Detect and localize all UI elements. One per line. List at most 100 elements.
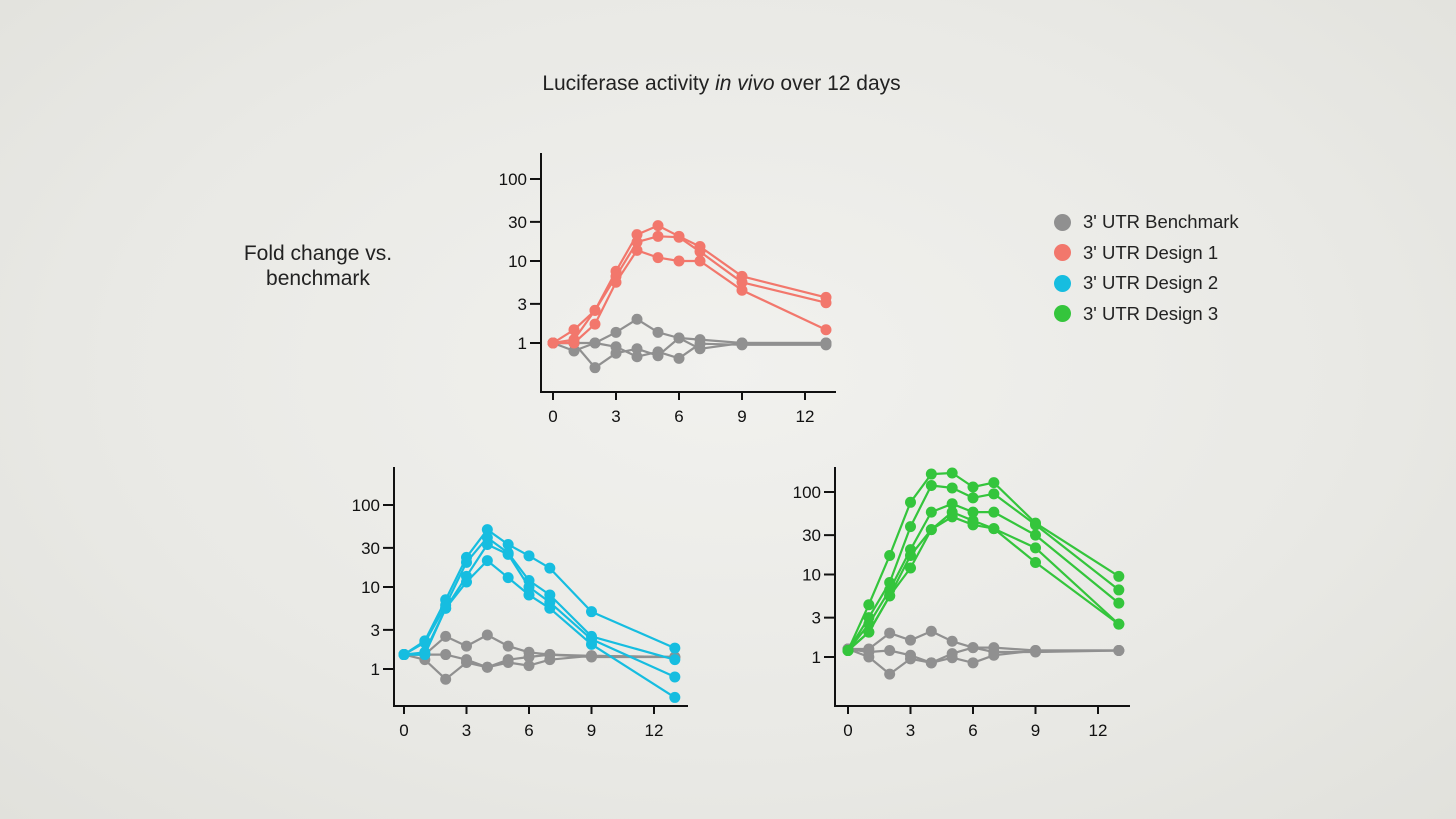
- series-line-design3: [847, 515, 1120, 652]
- legend-item-benchmark: 3' UTR Benchmark: [1054, 207, 1239, 238]
- x-tick-label: 6: [674, 407, 683, 426]
- data-point-benchmark: [568, 345, 580, 357]
- x-tick-label: 3: [462, 721, 471, 740]
- data-point-benchmark: [461, 640, 472, 652]
- data-point-design2: [398, 649, 410, 661]
- y-tick-label: 10: [802, 566, 821, 585]
- data-point-design2: [461, 556, 472, 568]
- x-tick-label: 6: [524, 721, 533, 740]
- x-tick-label: 3: [611, 407, 620, 426]
- data-point-benchmark: [523, 660, 535, 672]
- y-axis-label-line-1: Fold change vs.: [243, 242, 393, 265]
- data-point-design3: [905, 521, 916, 533]
- y-tick-label: 30: [508, 213, 527, 232]
- data-point-design3: [967, 519, 979, 531]
- data-point-design2: [669, 654, 681, 666]
- data-point-design1: [568, 324, 580, 336]
- series-line-benchmark: [848, 630, 1119, 652]
- data-point-benchmark: [946, 648, 958, 660]
- x-tick-label: 0: [843, 721, 852, 740]
- data-point-design1: [631, 229, 643, 241]
- data-point-benchmark: [905, 634, 916, 646]
- data-point-design3: [1113, 570, 1125, 582]
- data-point-benchmark: [481, 629, 493, 641]
- data-point-design2: [669, 691, 681, 703]
- data-point-design2: [544, 602, 556, 614]
- data-point-design3: [946, 467, 958, 479]
- x-tick-label: 9: [1031, 721, 1040, 740]
- data-point-design2: [523, 550, 535, 562]
- y-tick-label: 3: [518, 295, 527, 314]
- data-point-benchmark: [673, 332, 685, 344]
- data-point-design3: [863, 599, 875, 611]
- data-point-benchmark: [967, 657, 979, 669]
- data-point-benchmark: [502, 657, 514, 669]
- chart-design-2: 1 3 10 30 100 0 3 6 9 12: [352, 467, 688, 740]
- y-tick-label: 10: [508, 252, 527, 271]
- data-point-design2: [440, 602, 452, 614]
- series-line-design2: [403, 528, 676, 656]
- data-point-design1: [652, 252, 664, 264]
- data-point-design3: [905, 549, 916, 561]
- y-tick-label: 30: [361, 539, 380, 558]
- data-point-design2: [523, 589, 535, 601]
- data-point-design3: [967, 506, 979, 518]
- data-point-design3: [946, 498, 958, 510]
- data-point-design3: [925, 468, 937, 480]
- legend-item-design-1: 3' UTR Design 1: [1054, 238, 1239, 269]
- data-point-benchmark: [544, 654, 556, 666]
- data-point-benchmark: [631, 343, 643, 355]
- data-point-benchmark: [440, 673, 452, 685]
- data-point-design3: [967, 481, 979, 493]
- data-point-benchmark: [673, 352, 685, 364]
- data-point-design3: [988, 506, 1000, 518]
- data-point-benchmark: [988, 646, 1000, 658]
- data-point-benchmark: [589, 362, 601, 374]
- x-tick-label: 9: [587, 721, 596, 740]
- data-point-design1: [610, 276, 622, 288]
- data-point-design3: [946, 511, 958, 523]
- data-point-design2: [502, 538, 514, 550]
- y-tick-label: 100: [499, 170, 527, 189]
- series-line-design1: [553, 249, 827, 345]
- data-point-benchmark: [884, 627, 896, 639]
- series-line-benchmark: [552, 318, 826, 352]
- chart-design-1: 1 3 10 30 100 0 3 6 9 12: [499, 153, 836, 426]
- y-tick-label: 3: [371, 621, 380, 640]
- data-point-benchmark: [884, 668, 896, 680]
- data-point-design3: [884, 590, 896, 602]
- y-tick-label: 100: [793, 483, 821, 502]
- series-line-design2: [403, 536, 676, 661]
- chart-design-3: 1 3 10 30 100 0 3 6 9 12: [793, 467, 1130, 740]
- data-point-design1: [568, 337, 580, 349]
- data-point-design3: [925, 524, 937, 536]
- data-point-design3: [905, 562, 916, 574]
- data-point-design3: [925, 506, 937, 518]
- data-point-design1: [631, 236, 643, 248]
- data-point-design1: [673, 255, 685, 267]
- series-line-benchmark: [403, 653, 675, 681]
- y-tick-label: 10: [361, 578, 380, 597]
- data-point-design3: [988, 477, 1000, 489]
- data-point-design2: [586, 638, 597, 650]
- data-point-design3: [863, 626, 875, 638]
- x-tick-label: 12: [1089, 721, 1108, 740]
- data-point-design2: [481, 524, 493, 536]
- data-point-benchmark: [652, 326, 664, 338]
- data-point-design1: [694, 255, 706, 267]
- data-point-benchmark: [925, 657, 937, 669]
- legend-marker-design-3: [1054, 305, 1071, 323]
- series-line-benchmark: [404, 653, 675, 669]
- y-tick-label: 3: [812, 609, 821, 628]
- data-point-design3: [1113, 618, 1125, 630]
- legend: 3' UTR Benchmark 3' UTR Design 1 3' UTR …: [1054, 207, 1239, 329]
- data-point-design1: [589, 318, 601, 330]
- data-point-benchmark: [461, 654, 472, 666]
- series-line-benchmark: [553, 336, 826, 369]
- legend-label-design-3: 3' UTR Design 3: [1083, 302, 1219, 324]
- data-point-design3: [884, 549, 896, 561]
- data-point-design3: [842, 644, 854, 656]
- data-point-design2: [502, 548, 514, 560]
- data-point-design2: [523, 581, 535, 593]
